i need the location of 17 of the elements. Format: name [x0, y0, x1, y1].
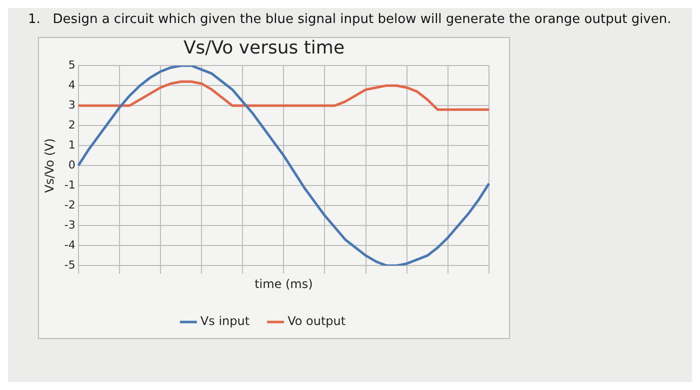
y-tick-label: 0: [68, 158, 76, 172]
y-tick-label: -4: [64, 238, 76, 252]
y-tick-label: -3: [64, 218, 76, 232]
chart-title: Vs/Vo versus time: [183, 37, 345, 58]
y-axis-title: Vs/Vo (V): [42, 138, 56, 193]
y-tick-label: -2: [64, 198, 76, 212]
y-tick-label: -5: [64, 258, 76, 272]
y-tick-label: 4: [68, 78, 76, 92]
text: 1. Design a circuit which given the blue signal input below will generate the orange output given.: [27, 11, 672, 27]
y-tick-label: -1: [64, 178, 76, 192]
y-tick-label: 3: [68, 98, 76, 112]
x-axis-title: time (ms): [254, 276, 313, 291]
legend-label: Vo output: [288, 314, 346, 328]
legend-label: Vs input: [200, 314, 250, 328]
y-tick-label: 2: [68, 118, 76, 132]
y-tick-label: 1: [68, 138, 76, 152]
y-tick-label: 5: [68, 58, 76, 72]
